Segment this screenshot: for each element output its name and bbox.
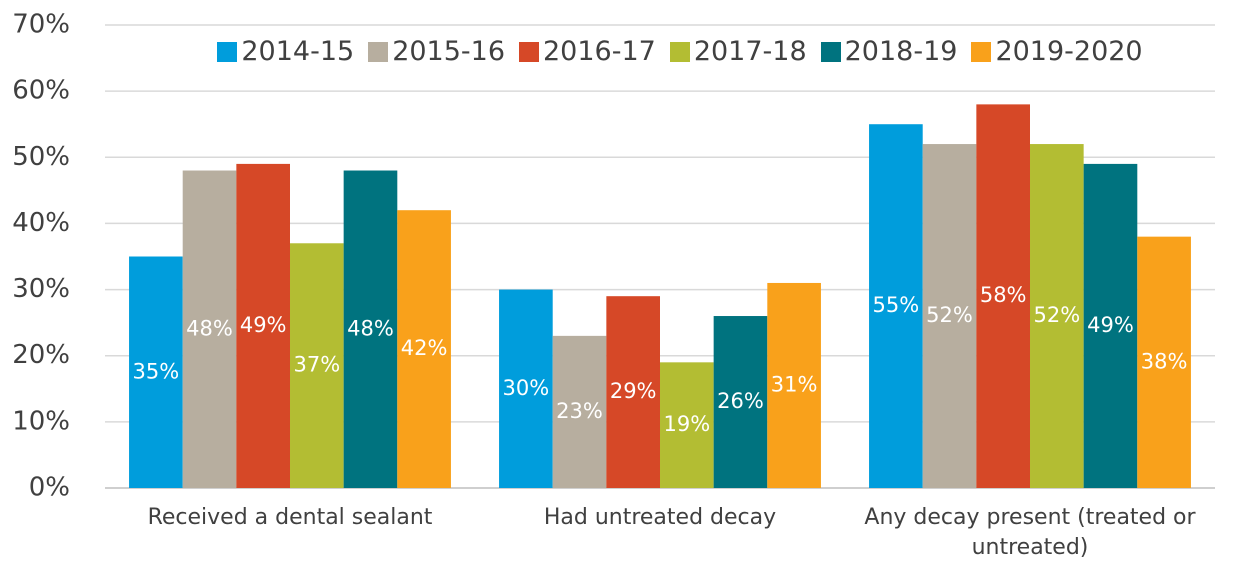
- data-label: 58%: [980, 283, 1027, 307]
- legend-label: 2015-16: [392, 36, 505, 67]
- data-label: 48%: [347, 316, 394, 340]
- legend-label: 2018-19: [844, 36, 958, 67]
- legend-item: 2017-18: [669, 36, 807, 67]
- data-label: 37%: [293, 353, 340, 377]
- data-label: 42%: [401, 336, 448, 360]
- legend-swatch: [519, 41, 539, 62]
- data-label: 31%: [771, 372, 818, 396]
- legend-label: 2016-17: [543, 36, 656, 67]
- y-tick-label: 30%: [12, 274, 70, 304]
- data-label: 55%: [873, 293, 920, 317]
- data-label: 49%: [240, 313, 287, 337]
- y-tick-label: 10%: [12, 406, 70, 436]
- legend-swatch: [820, 41, 841, 62]
- legend-label: 2014-15: [241, 36, 355, 67]
- y-tick-label: 20%: [12, 340, 70, 370]
- bar: [499, 289, 553, 488]
- legend: 2014-15 2015-16 2016-17 2017-18 2018-19 2019-…: [160, 36, 1200, 67]
- data-label: 26%: [717, 389, 764, 413]
- bar: [1083, 163, 1138, 488]
- bar: [660, 362, 714, 488]
- data-label: 52%: [926, 303, 973, 327]
- legend-item: 2016-17: [519, 36, 656, 67]
- legend-swatch: [971, 41, 992, 62]
- data-label: 29%: [610, 379, 657, 403]
- data-label: 19%: [663, 412, 710, 436]
- y-tick-label: 50%: [12, 142, 70, 172]
- y-tick-label: 60%: [12, 76, 70, 106]
- bar: [976, 104, 1030, 488]
- legend-label: 2017-18: [693, 36, 807, 67]
- bar: [129, 256, 183, 488]
- bar: [606, 296, 660, 488]
- data-label: 35%: [133, 359, 180, 383]
- bar: [713, 316, 768, 488]
- legend-label: 2019-2020: [995, 36, 1143, 67]
- bar: [1137, 236, 1191, 488]
- data-label: 48%: [186, 316, 233, 340]
- legend-item: 2019-2020: [971, 36, 1143, 67]
- bar: [236, 163, 290, 488]
- legend-item: 2015-16: [368, 36, 505, 67]
- bar: [869, 124, 923, 488]
- data-label: 23%: [556, 399, 603, 423]
- bar: [343, 170, 398, 488]
- legend-swatch: [669, 41, 690, 62]
- legend-item: 2014-15: [217, 36, 354, 67]
- bar: [182, 170, 237, 488]
- data-label: 49%: [1087, 313, 1134, 337]
- y-tick-label: 0%: [29, 473, 70, 503]
- data-label: 38%: [1141, 349, 1188, 373]
- bar: [922, 144, 977, 489]
- bar: [767, 282, 821, 488]
- legend-swatch: [217, 41, 238, 62]
- bar: [397, 210, 451, 488]
- legend-item: 2018-19: [820, 36, 958, 67]
- x-tick-label: Had untreated decay: [543, 505, 777, 530]
- data-label: 52%: [1033, 303, 1080, 327]
- x-tick-label: Received a dental sealant: [147, 505, 433, 530]
- y-tick-label: 40%: [12, 208, 70, 238]
- data-label: 30%: [503, 376, 550, 400]
- y-tick-label: 70%: [12, 10, 70, 40]
- bar: [1030, 144, 1084, 489]
- bar: [552, 335, 607, 488]
- bar: [290, 243, 344, 488]
- x-tick-label: Any decay present (treated or untreated): [864, 505, 1196, 560]
- legend-swatch: [368, 41, 389, 62]
